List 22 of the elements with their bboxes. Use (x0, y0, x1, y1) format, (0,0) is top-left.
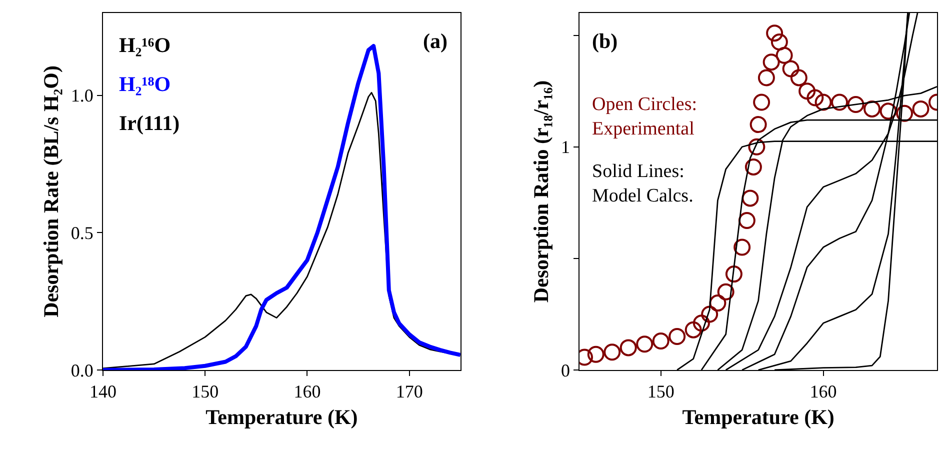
y-tick-label: 1.0 (70, 86, 94, 106)
y-tick-label: 1 (561, 137, 570, 158)
x-tick-label: 150 (647, 382, 674, 402)
annotation: (b) (592, 29, 618, 53)
series-label: Solid Lines: Model Calcs. (592, 161, 694, 207)
x-tick-label: 140 (90, 382, 116, 402)
x-tick-label: 170 (396, 382, 423, 402)
annotation: (a) (423, 29, 448, 53)
y-tick-label: 0 (561, 360, 570, 380)
y-tick-label: 0.0 (70, 360, 94, 380)
y-axis-title: Desorption Rate (BL/s H₂O) (39, 66, 64, 318)
y-tick-label: 0.5 (70, 222, 94, 243)
x-axis-title: Temperature (K) (206, 404, 358, 429)
x-tick-label: 150 (192, 382, 219, 402)
x-tick-label: 160 (810, 382, 837, 402)
text: H₂¹⁶O (119, 33, 171, 57)
x-axis-title: Temperature (K) (682, 404, 834, 429)
x-tick-label: 160 (294, 382, 321, 402)
text: Open Circles: Experimental (592, 94, 698, 140)
text: H₂¹⁸O (119, 72, 171, 96)
annotation: Ir(111) (119, 111, 180, 135)
y-axis-title: Desorption Ratio (r₁₈/r₁₆) (529, 80, 554, 303)
